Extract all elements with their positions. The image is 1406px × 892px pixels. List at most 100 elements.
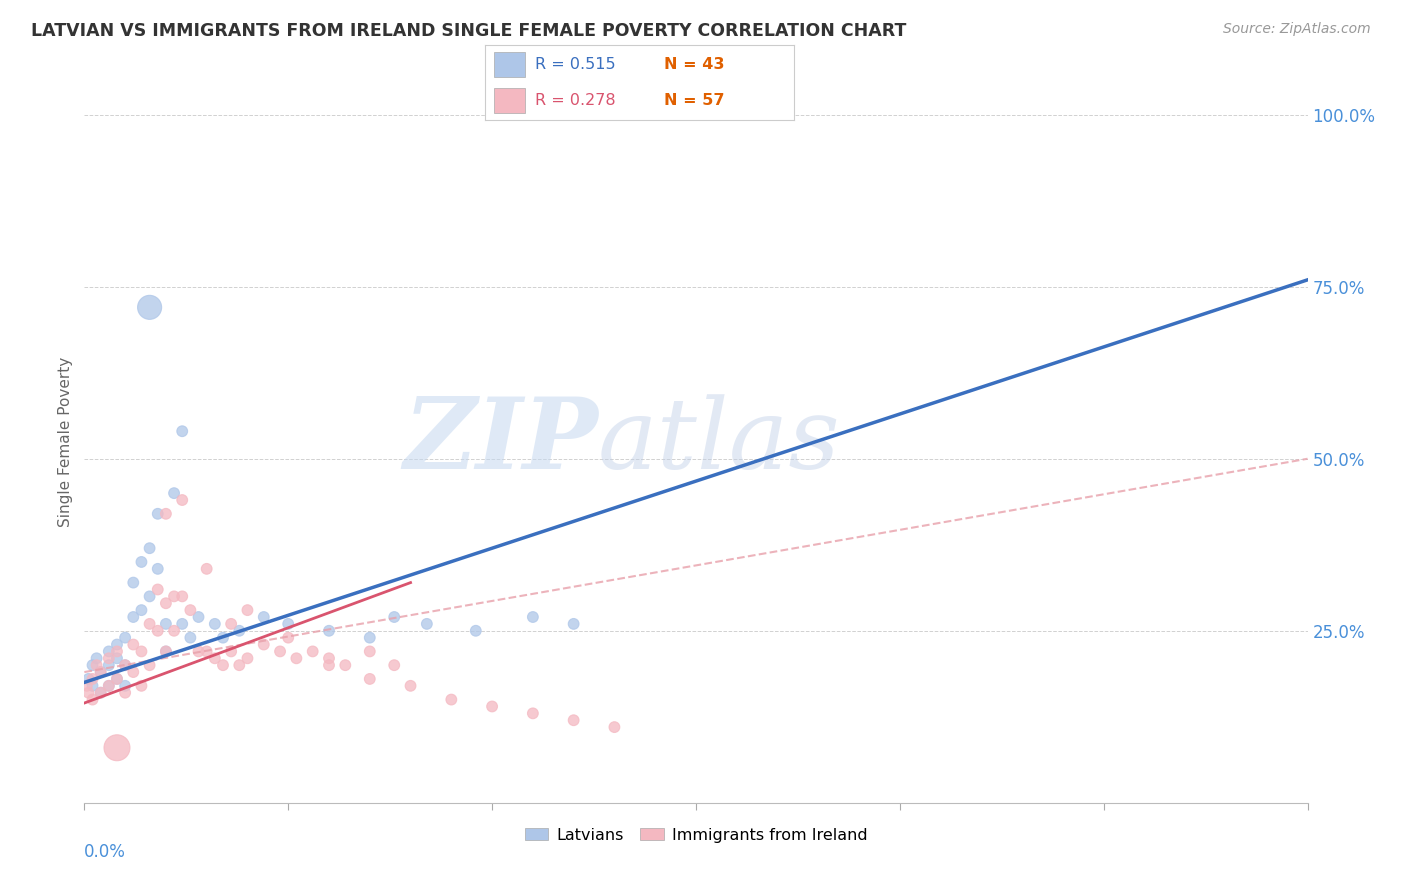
Point	[481, 699, 503, 714]
Point	[359, 631, 381, 645]
Point	[82, 658, 104, 673]
Point	[172, 590, 194, 604]
Text: ZIP: ZIP	[404, 393, 598, 490]
Point	[187, 644, 209, 658]
Point	[562, 616, 585, 631]
Point	[228, 658, 250, 673]
Point	[253, 638, 276, 652]
Point	[195, 562, 218, 576]
Text: atlas: atlas	[598, 394, 841, 489]
Point	[97, 679, 120, 693]
Point	[172, 424, 194, 438]
Point	[122, 665, 145, 679]
Point	[122, 575, 145, 590]
Point	[562, 713, 585, 727]
Y-axis label: Single Female Poverty: Single Female Poverty	[58, 357, 73, 526]
Point	[146, 624, 169, 638]
Point	[212, 631, 235, 645]
Point	[212, 658, 235, 673]
Point	[440, 692, 463, 706]
Point	[86, 651, 108, 665]
Point	[105, 672, 128, 686]
Point	[114, 658, 136, 673]
Point	[269, 644, 291, 658]
Point	[76, 679, 98, 693]
Point	[77, 672, 100, 686]
Point	[318, 658, 340, 673]
Point	[131, 679, 153, 693]
Point	[155, 596, 177, 610]
Point	[195, 644, 218, 658]
Point	[97, 679, 120, 693]
Point	[163, 486, 186, 500]
Point	[382, 610, 405, 624]
Point	[105, 651, 128, 665]
Point	[82, 679, 104, 693]
Point	[86, 658, 108, 673]
Point	[163, 624, 186, 638]
Point	[114, 631, 136, 645]
Point	[219, 644, 242, 658]
Text: Source: ZipAtlas.com: Source: ZipAtlas.com	[1223, 22, 1371, 37]
Point	[522, 610, 544, 624]
Point	[105, 672, 128, 686]
Point	[335, 658, 357, 673]
Point	[138, 658, 160, 673]
Point	[138, 301, 160, 315]
Point	[90, 686, 112, 700]
Point	[122, 610, 145, 624]
Point	[416, 616, 439, 631]
Point	[90, 665, 112, 679]
Text: N = 57: N = 57	[665, 93, 725, 108]
Point	[301, 644, 323, 658]
Point	[82, 692, 104, 706]
Point	[105, 740, 128, 755]
Point	[97, 644, 120, 658]
Point	[172, 493, 194, 508]
Point	[90, 686, 112, 700]
Point	[603, 720, 626, 734]
Bar	[495, 87, 526, 112]
Text: 0.0%: 0.0%	[84, 843, 127, 861]
Point	[77, 686, 100, 700]
Point	[318, 624, 340, 638]
Point	[359, 672, 381, 686]
Point	[236, 651, 259, 665]
Point	[114, 679, 136, 693]
Point	[146, 562, 169, 576]
Point	[277, 616, 299, 631]
Point	[131, 555, 153, 569]
Text: N = 43: N = 43	[665, 57, 725, 72]
Point	[131, 603, 153, 617]
Point	[253, 610, 276, 624]
Point	[97, 658, 120, 673]
Point	[163, 590, 186, 604]
Point	[122, 638, 145, 652]
Point	[82, 672, 104, 686]
Point	[131, 644, 153, 658]
Point	[105, 644, 128, 658]
Text: LATVIAN VS IMMIGRANTS FROM IRELAND SINGLE FEMALE POVERTY CORRELATION CHART: LATVIAN VS IMMIGRANTS FROM IRELAND SINGL…	[31, 22, 907, 40]
Point	[219, 616, 242, 631]
Point	[138, 616, 160, 631]
Point	[179, 631, 201, 645]
Point	[97, 651, 120, 665]
Point	[138, 541, 160, 556]
Point	[277, 631, 299, 645]
Point	[382, 658, 405, 673]
Point	[179, 603, 201, 617]
Point	[399, 679, 422, 693]
Bar	[495, 52, 526, 78]
Point	[187, 610, 209, 624]
Point	[228, 624, 250, 638]
Point	[522, 706, 544, 721]
Point	[285, 651, 308, 665]
Point	[155, 507, 177, 521]
Point	[155, 616, 177, 631]
Point	[114, 686, 136, 700]
Point	[204, 616, 226, 631]
Point	[105, 638, 128, 652]
Text: R = 0.278: R = 0.278	[534, 93, 616, 108]
Point	[236, 603, 259, 617]
Point	[204, 651, 226, 665]
